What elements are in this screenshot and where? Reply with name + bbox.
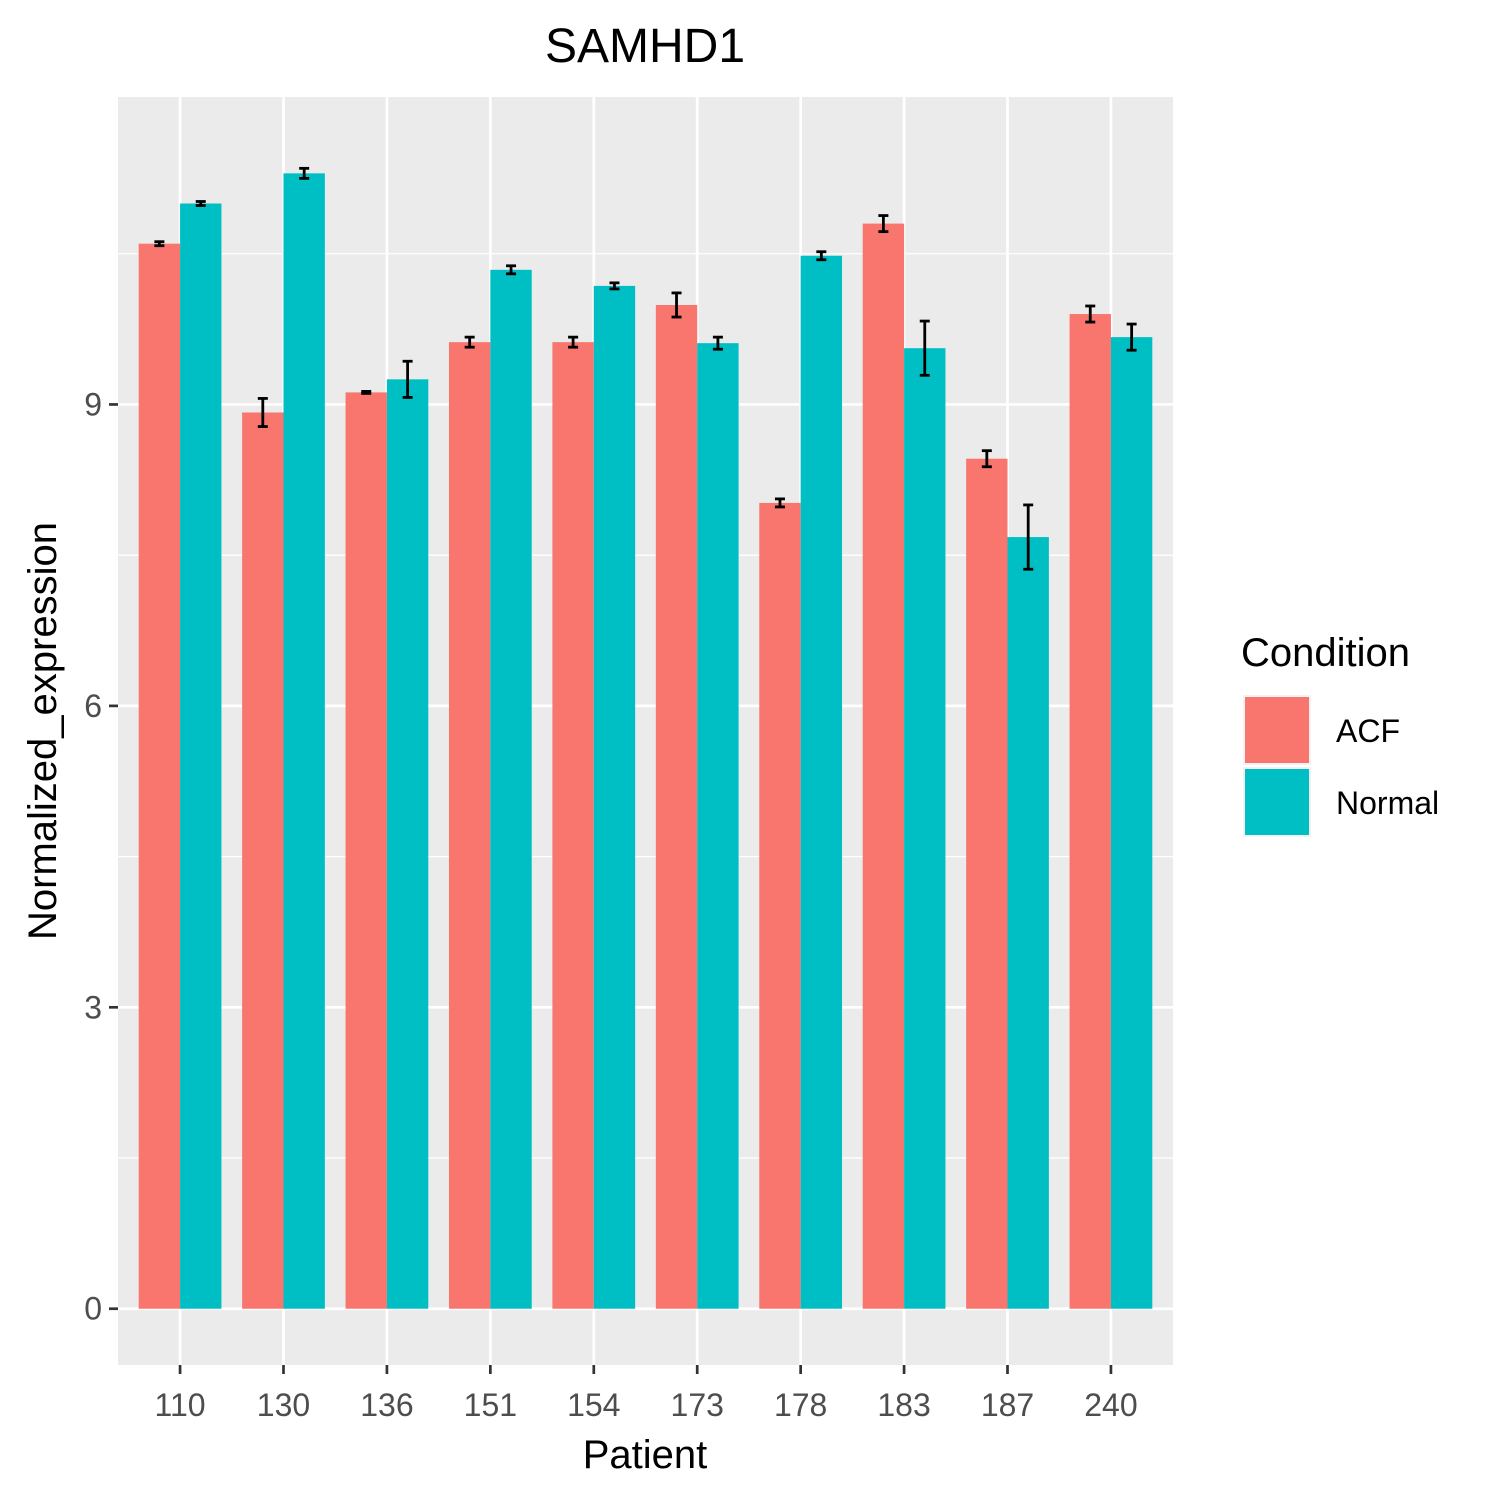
x-axis: 110 130 136 151 154 173 178 183 187 240: [155, 1365, 1138, 1423]
error-bar: [671, 291, 682, 319]
bar-normal-154: [593, 285, 636, 1309]
y-tick-label: 3: [84, 989, 102, 1025]
error-bar: [464, 335, 475, 349]
bar-acf-151: [448, 342, 491, 1309]
x-tick-label: 130: [257, 1387, 310, 1423]
y-tick-label: 9: [84, 386, 102, 422]
bar-normal-136: [386, 379, 429, 1309]
bar-normal-187: [1007, 537, 1049, 1309]
y-tick-label: 6: [84, 688, 102, 724]
y-axis-title: Normalized_expression: [21, 522, 65, 940]
error-bar: [361, 389, 372, 395]
x-tick-label: 187: [981, 1387, 1034, 1423]
bar-normal-178: [800, 255, 843, 1309]
bar-normal-183: [904, 348, 946, 1309]
error-bar: [816, 250, 827, 262]
bar-acf-130: [242, 412, 284, 1309]
legend-swatch-normal: [1245, 769, 1309, 835]
y-axis: 0 3 6 9: [84, 386, 118, 1327]
error-bars: [154, 166, 1137, 571]
error-bar: [878, 214, 889, 234]
error-bar: [299, 166, 310, 180]
error-bar: [981, 449, 992, 469]
bar-acf-136: [345, 392, 387, 1309]
error-bar: [402, 359, 413, 399]
x-axis-title: Patient: [583, 1433, 708, 1477]
error-bar: [919, 319, 930, 377]
bar-normal-130: [283, 173, 325, 1309]
x-tick-label: 136: [360, 1387, 413, 1423]
x-tick-label: 151: [464, 1387, 517, 1423]
x-tick-label: 173: [671, 1387, 724, 1423]
bar-acf-240: [1069, 314, 1111, 1309]
bar-normal-173: [697, 343, 739, 1309]
error-bar: [506, 264, 517, 276]
error-bar: [154, 240, 165, 248]
bar-normal-240: [1110, 337, 1153, 1309]
legend-label-acf: ACF: [1336, 713, 1400, 749]
bar-acf-154: [552, 342, 594, 1309]
bar-normal-151: [490, 269, 532, 1309]
error-bar: [568, 335, 579, 349]
legend-title: Condition: [1241, 631, 1410, 675]
x-tick-label: 110: [155, 1387, 206, 1423]
x-tick-label: 154: [567, 1387, 620, 1423]
legend-label-normal: Normal: [1336, 785, 1439, 821]
x-tick-label: 183: [877, 1387, 930, 1423]
legend-swatch-acf: [1245, 697, 1309, 763]
error-bar: [1023, 503, 1034, 571]
bar-normal-110: [180, 203, 222, 1309]
bar-acf-178: [759, 502, 801, 1309]
legend: Condition ACF Normal: [1241, 631, 1439, 837]
bar-acf-173: [655, 304, 698, 1309]
error-bar: [1126, 322, 1137, 352]
error-bar: [712, 335, 723, 351]
x-tick-label: 178: [774, 1387, 827, 1423]
bar-acf-183: [862, 223, 905, 1309]
bar-acf-110: [138, 243, 181, 1309]
y-tick-label: 0: [84, 1291, 102, 1327]
error-bar: [1085, 304, 1096, 324]
chart-title: SAMHD1: [545, 20, 745, 73]
bars: [138, 173, 1153, 1309]
bar-acf-187: [966, 458, 1008, 1309]
error-bar: [609, 281, 620, 291]
x-tick-label: 240: [1084, 1387, 1137, 1423]
error-bar: [774, 497, 785, 509]
error-bar: [195, 200, 206, 207]
error-bar: [257, 397, 268, 428]
